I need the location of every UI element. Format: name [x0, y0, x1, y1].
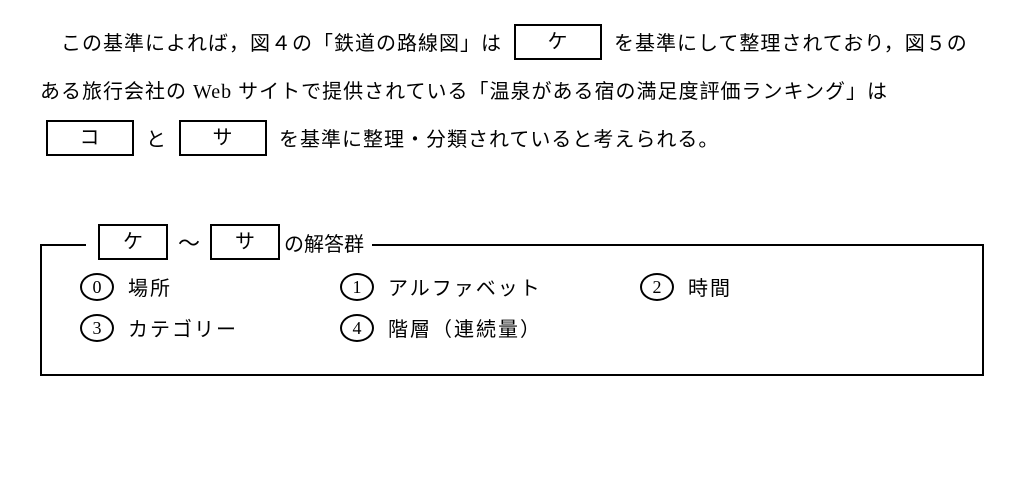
answer-group-legend: ケ ～ サ の解答群	[86, 224, 372, 260]
choice-marker-1: 1	[340, 273, 374, 301]
answer-group-box: ケ ～ サ の解答群 0 場所 1 アルファベット 2 時間 3 カテゴリー 4…	[40, 244, 984, 376]
choice-label-0: 場所	[128, 272, 172, 301]
legend-blank-to: サ	[210, 224, 280, 260]
choice-label-2: 時間	[688, 272, 732, 301]
choice-label-1: アルファベット	[388, 272, 542, 301]
choices-row-1: 0 場所 1 アルファベット 2 時間 3 カテゴリー 4 階層（連続量）	[80, 272, 954, 354]
choice-marker-2: 2	[640, 273, 674, 301]
choice-label-3: カテゴリー	[128, 313, 238, 342]
legend-suffix: の解答群	[284, 228, 364, 257]
choice-3[interactable]: 3 カテゴリー	[80, 313, 300, 342]
legend-blank-from: ケ	[98, 224, 168, 260]
choice-0[interactable]: 0 場所	[80, 272, 300, 301]
choice-label-4: 階層（連続量）	[388, 313, 542, 342]
question-paragraph: この基準によれば，図４の「鉄道の路線図」は ケ を基準にして整理されており，図５…	[40, 20, 984, 164]
choice-2[interactable]: 2 時間	[640, 272, 860, 301]
choice-marker-4: 4	[340, 314, 374, 342]
text-and: と	[146, 129, 167, 151]
legend-tilde: ～	[178, 226, 200, 258]
blank-sa[interactable]: サ	[179, 120, 267, 156]
text-part1: この基準によれば，図４の「鉄道の路線図」は	[40, 33, 502, 55]
choice-marker-3: 3	[80, 314, 114, 342]
text-part3: を基準に整理・分類されていると考えられる。	[279, 129, 719, 151]
choice-marker-0: 0	[80, 273, 114, 301]
choice-4[interactable]: 4 階層（連続量）	[340, 313, 600, 342]
blank-ke[interactable]: ケ	[514, 24, 602, 60]
blank-ko[interactable]: コ	[46, 120, 134, 156]
choice-1[interactable]: 1 アルファベット	[340, 272, 600, 301]
